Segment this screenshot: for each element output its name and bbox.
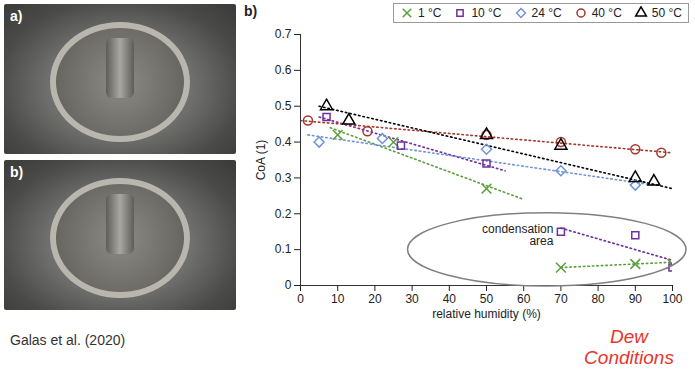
svg-text:50: 50 bbox=[480, 292, 494, 306]
html-text:a): a) bbox=[10, 8, 23, 24]
svg-text:0.2: 0.2 bbox=[275, 207, 292, 221]
html-text:10 °C: 10 °C bbox=[471, 6, 502, 20]
html-text:40 °C: 40 °C bbox=[591, 6, 622, 20]
html-text:50 °C: 50 °C bbox=[651, 6, 682, 20]
html-text:1 °C: 1 °C bbox=[417, 6, 442, 20]
html-text:b): b) bbox=[244, 3, 258, 19]
svg-text:100: 100 bbox=[662, 292, 682, 306]
svg-text:40: 40 bbox=[443, 292, 457, 306]
svg-text:0.6: 0.6 bbox=[275, 63, 292, 77]
svg-text:10: 10 bbox=[331, 292, 345, 306]
svg-text:0.3: 0.3 bbox=[275, 171, 292, 185]
svg-text:CoA (1): CoA (1) bbox=[254, 140, 268, 181]
html-text:Galas et al. (2020): Galas et al. (2020) bbox=[10, 332, 126, 348]
svg-text:0.5: 0.5 bbox=[275, 99, 292, 113]
svg-text:0.7: 0.7 bbox=[275, 27, 292, 41]
svg-text:70: 70 bbox=[554, 292, 568, 306]
svg-text:60: 60 bbox=[517, 292, 531, 306]
svg-text:80: 80 bbox=[591, 292, 605, 306]
svg-text:90: 90 bbox=[629, 292, 643, 306]
svg-text:relative humidity (%): relative humidity (%) bbox=[432, 307, 541, 321]
svg-text:0: 0 bbox=[285, 278, 292, 292]
html-text:b): b) bbox=[10, 164, 24, 180]
html-text:24 °C: 24 °C bbox=[531, 6, 562, 20]
svg-text:20: 20 bbox=[368, 292, 382, 306]
svg-text:30: 30 bbox=[405, 292, 419, 306]
svg-text:0.1: 0.1 bbox=[275, 242, 292, 256]
html-text:Dew Conditions: Dew Conditions bbox=[584, 326, 674, 368]
svg-text:condensationarea: condensationarea bbox=[482, 222, 554, 248]
svg-text:0.4: 0.4 bbox=[275, 135, 292, 149]
svg-text:0: 0 bbox=[297, 292, 304, 306]
